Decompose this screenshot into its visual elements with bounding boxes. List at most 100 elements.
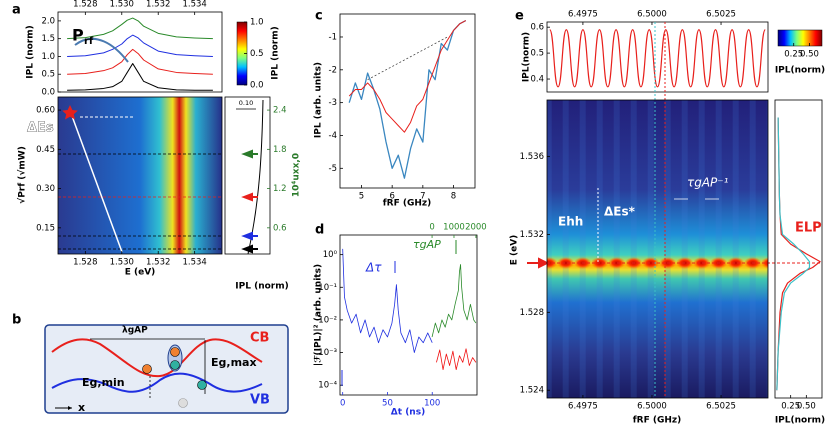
data-line <box>776 117 811 391</box>
x-tick-label: 6.5025 <box>706 10 736 20</box>
colorbar <box>777 29 823 47</box>
y-tick-label: 1.0 <box>250 18 264 28</box>
y-tick-label: -2 <box>329 65 337 75</box>
y-tick-label: -4 <box>329 131 337 141</box>
x-tick-label: 0.25 <box>784 50 803 60</box>
x-tick-label: 1.534 <box>182 0 206 10</box>
x-tick-label: 6.4975 <box>568 10 598 20</box>
x-tick-label: 50 <box>382 399 393 409</box>
frame <box>546 21 769 93</box>
y-tick-label: 0.5 <box>41 70 55 80</box>
annotation: τgAP <box>413 238 441 251</box>
annotation: Ehh <box>558 215 583 229</box>
stripe <box>749 100 756 398</box>
stripe <box>732 100 739 398</box>
cb-curve <box>51 338 263 378</box>
x-tick-label: 6.5000 <box>637 402 667 412</box>
y-tick-label: 1.0 <box>41 52 55 62</box>
stripe <box>766 100 768 398</box>
annotation: Δτ <box>365 261 382 275</box>
y-tick-label: 10⁻¹ <box>318 283 337 293</box>
hole <box>178 398 188 408</box>
x-tick-label: 1.532 <box>146 258 170 268</box>
stripe <box>562 100 569 398</box>
star <box>62 105 78 120</box>
data-line <box>67 48 213 75</box>
x-tick-label: 6 <box>389 192 394 202</box>
y-tick-label: 10⁻³ <box>318 348 337 358</box>
x-tick-label: 1.530 <box>110 0 134 10</box>
x-tick-label: 1000 <box>443 223 465 233</box>
annotation: ELP <box>795 221 822 236</box>
frame <box>224 96 271 255</box>
stripe <box>613 100 620 398</box>
stripe <box>596 100 603 398</box>
panel-letter: c <box>315 9 323 24</box>
x-tick-label: 0.50 <box>797 402 816 412</box>
y-tick-label: -1 <box>329 32 337 42</box>
stripe <box>698 100 705 398</box>
hole <box>170 360 180 370</box>
x-tick-label: 1.528 <box>73 258 97 268</box>
guide <box>367 36 448 80</box>
arrow <box>241 231 258 241</box>
spot <box>692 257 711 269</box>
y-tick-label: 1.528 <box>520 308 544 318</box>
y-tick-label: 0.6 <box>273 223 287 233</box>
arrow <box>74 37 129 63</box>
arrow-head <box>68 406 72 410</box>
y-tick-label: 10⁻⁴ <box>318 381 337 391</box>
stripe <box>630 100 637 398</box>
arrow <box>241 244 258 254</box>
frame <box>57 11 223 93</box>
y-tick-label: 10⁻² <box>318 315 337 325</box>
x-tick-label: 1.530 <box>110 258 134 268</box>
egmin-label: Eg,min <box>82 376 125 389</box>
data-line <box>431 264 477 338</box>
arrow <box>241 192 258 202</box>
arrow <box>241 149 258 159</box>
x-tick-label: 1.532 <box>146 0 170 10</box>
axis-label: E (eV) <box>125 268 156 278</box>
axis-label: fRF (GHz) <box>633 416 682 426</box>
frame <box>339 234 478 396</box>
vb-curve <box>51 372 263 393</box>
annotation: ΔEs* <box>604 205 636 219</box>
y-tick-label: 0.5 <box>250 49 264 59</box>
axis-label: IPL (norm) <box>235 282 288 292</box>
y-tick-label: 2.4 <box>273 106 287 116</box>
profile-line <box>247 99 264 255</box>
stripe <box>715 100 722 398</box>
y-tick-label: 1.2 <box>273 184 287 194</box>
hole <box>197 380 207 390</box>
axis-label: |ℱ(IPL)|² (arb. units) <box>314 264 324 366</box>
frame <box>774 99 823 399</box>
x-tick-label: 8 <box>451 192 456 202</box>
data-line <box>348 19 467 179</box>
x-tick-label: 1.534 <box>182 258 206 268</box>
x-tick-label: 100 <box>424 399 440 409</box>
x-tick-label: 0.25 <box>781 402 800 412</box>
panel-letter: e <box>515 9 524 24</box>
data-line <box>348 20 467 133</box>
x-tick-label: 6.5025 <box>706 402 736 412</box>
y-tick-label: 0.30 <box>36 184 55 194</box>
scale-label: 0.10 <box>239 99 253 107</box>
data-line <box>436 348 477 371</box>
data-line <box>342 248 433 353</box>
panel-letter: d <box>315 223 324 238</box>
stripe <box>579 100 586 398</box>
arrow <box>527 257 550 269</box>
frame <box>339 13 476 189</box>
y-tick-label: 0.0 <box>250 81 264 91</box>
y-tick-label: 2.0 <box>41 16 55 26</box>
y-tick-label: 0.60 <box>36 106 55 116</box>
y-tick-label: 0.45 <box>36 145 55 155</box>
cb-label: CB <box>250 331 269 346</box>
x-tick-label: 6.4975 <box>568 402 598 412</box>
stripe <box>647 100 654 398</box>
x-tick-label: 7 <box>420 192 425 202</box>
y-tick-label: 1.524 <box>520 386 544 396</box>
axis-label: fRF (GHz) <box>383 199 432 209</box>
